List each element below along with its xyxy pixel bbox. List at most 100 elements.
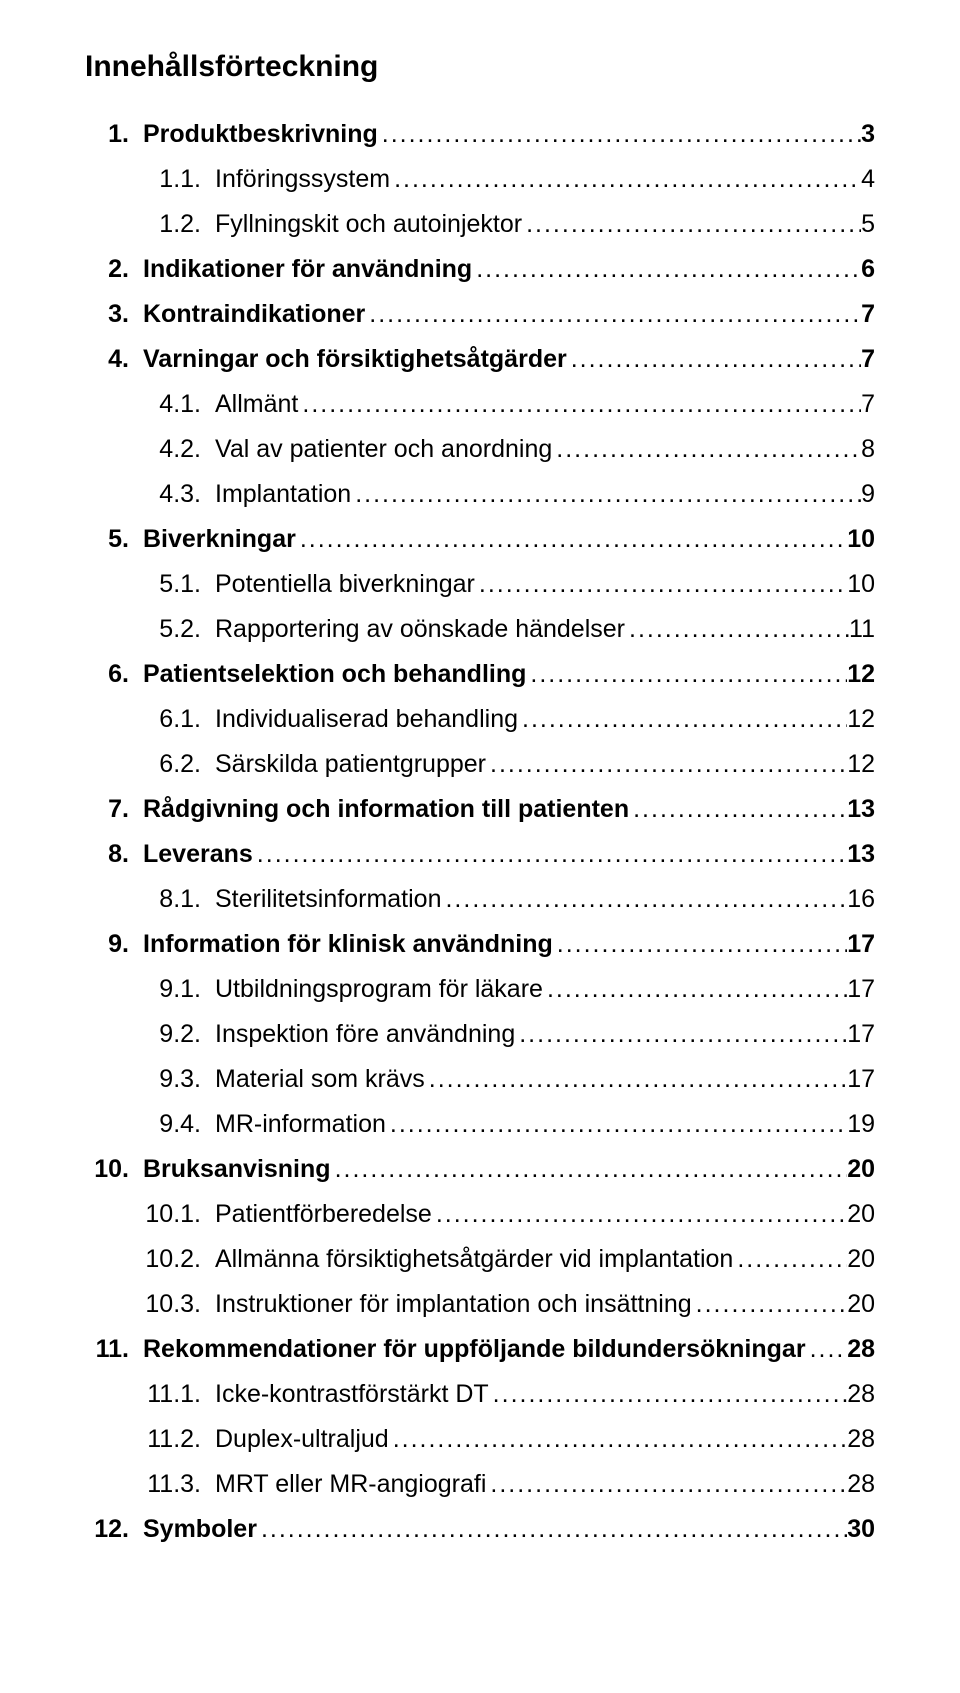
toc-entry-page: 20 (847, 1192, 875, 1237)
toc-entry-page: 11 (849, 607, 875, 652)
toc-entry-label: Potentiella biverkningar (215, 562, 475, 607)
toc-entry-number: 5.1. (85, 562, 215, 607)
toc-entry: 11.Rekommendationer för uppföljande bild… (85, 1327, 875, 1372)
toc-entry-label: Biverkningar (143, 517, 296, 562)
toc-leader: ........................................… (425, 1057, 847, 1102)
toc-leader: ........................................… (390, 157, 861, 202)
toc-leader: ........................................… (806, 1327, 848, 1372)
toc-entry-label: Bruksanvisning (143, 1147, 331, 1192)
toc-leader: ........................................… (552, 427, 861, 472)
toc-entry: 4.Varningar och försiktighetsåtgärder...… (85, 337, 875, 382)
toc-entry-number: 2. (85, 247, 143, 292)
toc-entry-number: 8.1. (85, 877, 215, 922)
toc-leader: ........................................… (733, 1237, 847, 1282)
toc-entry-number: 10.2. (85, 1237, 215, 1282)
toc-entry-number: 6.1. (85, 697, 215, 742)
toc-entry-label: Inspektion före användning (215, 1012, 515, 1057)
toc-entry-label: Individualiserad behandling (215, 697, 518, 742)
toc-entry-number: 9.1. (85, 967, 215, 1012)
toc-entry-number: 9.3. (85, 1057, 215, 1102)
toc-leader: ........................................… (543, 967, 847, 1012)
toc-entry-number: 5. (85, 517, 143, 562)
toc-entry-page: 20 (847, 1282, 875, 1327)
toc-entry-page: 4 (861, 157, 875, 202)
toc-entry-label: Material som krävs (215, 1057, 425, 1102)
toc-entry: 9.2.Inspektion före användning..........… (85, 1012, 875, 1057)
toc-entry-page: 5 (861, 202, 875, 247)
toc-leader: ........................................… (389, 1417, 847, 1462)
toc-entry: 4.2.Val av patienter och anordning......… (85, 427, 875, 472)
toc-entry: 8.Leverans..............................… (85, 832, 875, 877)
toc-entry: 1.Produktbeskrivning....................… (85, 112, 875, 157)
toc-leader: ........................................… (432, 1192, 847, 1237)
toc-entry-label: Allmänna försiktighetsåtgärder vid impla… (215, 1237, 733, 1282)
toc-entry-page: 19 (847, 1102, 875, 1147)
toc-entry-page: 28 (847, 1327, 875, 1372)
toc-entry-number: 3. (85, 292, 143, 337)
toc-leader: ........................................… (518, 697, 847, 742)
toc-entry: 2.Indikationer för användning...........… (85, 247, 875, 292)
toc-leader: ........................................… (365, 292, 861, 337)
toc-entry-page: 7 (861, 337, 875, 382)
toc-entry-number: 1.2. (85, 202, 215, 247)
toc-leader: ........................................… (522, 202, 861, 247)
toc-entry-number: 8. (85, 832, 143, 877)
toc-entry-page: 13 (847, 832, 875, 877)
toc-entry-number: 12. (85, 1507, 143, 1552)
toc-entry-page: 8 (861, 427, 875, 472)
toc-entry: 11.1.Icke-kontrastförstärkt DT..........… (85, 1372, 875, 1417)
toc-entry-page: 28 (847, 1372, 875, 1417)
toc-entry: 1.2.Fyllningskit och autoinjektor.......… (85, 202, 875, 247)
toc-entry-label: Implantation (215, 472, 351, 517)
toc-entry-page: 13 (847, 787, 875, 832)
toc-leader: ........................................… (296, 517, 847, 562)
toc-entry: 12.Symboler.............................… (85, 1507, 875, 1552)
toc-entry-label: Sterilitetsinformation (215, 877, 441, 922)
toc-entry: 11.3.MRT eller MR-angiografi............… (85, 1462, 875, 1507)
toc-entry-label: Rapportering av oönskade händelser (215, 607, 625, 652)
toc-entry-label: Införingssystem (215, 157, 390, 202)
toc-title: Innehållsförteckning (85, 50, 875, 84)
toc-entry-label: Allmänt (215, 382, 298, 427)
toc-entry-label: Patientförberedelse (215, 1192, 432, 1237)
toc-entry: 9.1.Utbildningsprogram för läkare.......… (85, 967, 875, 1012)
toc-leader: ........................................… (526, 652, 847, 697)
toc-entry: 9.Information för klinisk användning....… (85, 922, 875, 967)
toc-entry-page: 6 (861, 247, 875, 292)
toc-entry-label: Särskilda patientgrupper (215, 742, 486, 787)
toc-entry: 4.3.Implantation........................… (85, 472, 875, 517)
toc-entry-page: 10 (847, 517, 875, 562)
toc-entry: 5.Biverkningar..........................… (85, 517, 875, 562)
toc-leader: ........................................… (378, 112, 861, 157)
toc-leader: ........................................… (472, 247, 861, 292)
toc-entry: 4.1.Allmänt.............................… (85, 382, 875, 427)
toc-entry-label: Kontraindikationer (143, 292, 365, 337)
toc-entry-label: Utbildningsprogram för läkare (215, 967, 543, 1012)
toc-entry-label: Duplex-ultraljud (215, 1417, 389, 1462)
toc-entry-page: 20 (847, 1147, 875, 1192)
toc-entry-label: MRT eller MR-angiografi (215, 1462, 486, 1507)
toc-leader: ........................................… (629, 787, 847, 832)
toc-entry-label: Rådgivning och information till patiente… (143, 787, 629, 832)
toc-entry: 1.1.Införingssystem.....................… (85, 157, 875, 202)
toc-entry-page: 10 (847, 562, 875, 607)
toc-leader: ........................................… (331, 1147, 848, 1192)
toc-entry-number: 9.2. (85, 1012, 215, 1057)
toc-entry-number: 11. (85, 1327, 143, 1372)
toc-entry-label: Icke-kontrastförstärkt DT (215, 1372, 489, 1417)
toc-entry: 5.1.Potentiella biverkningar............… (85, 562, 875, 607)
toc-entry-number: 11.3. (85, 1462, 215, 1507)
toc-entry-number: 10.3. (85, 1282, 215, 1327)
toc-entry-label: Leverans (143, 832, 253, 877)
toc-entry-number: 1. (85, 112, 143, 157)
toc-entry-label: Rekommendationer för uppföljande bildund… (143, 1327, 806, 1372)
toc-entry-label: Varningar och försiktighetsåtgärder (143, 337, 567, 382)
toc-entry: 10.Bruksanvisning.......................… (85, 1147, 875, 1192)
toc-leader: ........................................… (567, 337, 861, 382)
toc-entry-label: Produktbeskrivning (143, 112, 378, 157)
toc-leader: ........................................… (489, 1372, 848, 1417)
toc-leader: ........................................… (257, 1507, 847, 1552)
toc-leader: ........................................… (298, 382, 861, 427)
toc-entry-number: 6.2. (85, 742, 215, 787)
toc-entry-number: 4.2. (85, 427, 215, 472)
